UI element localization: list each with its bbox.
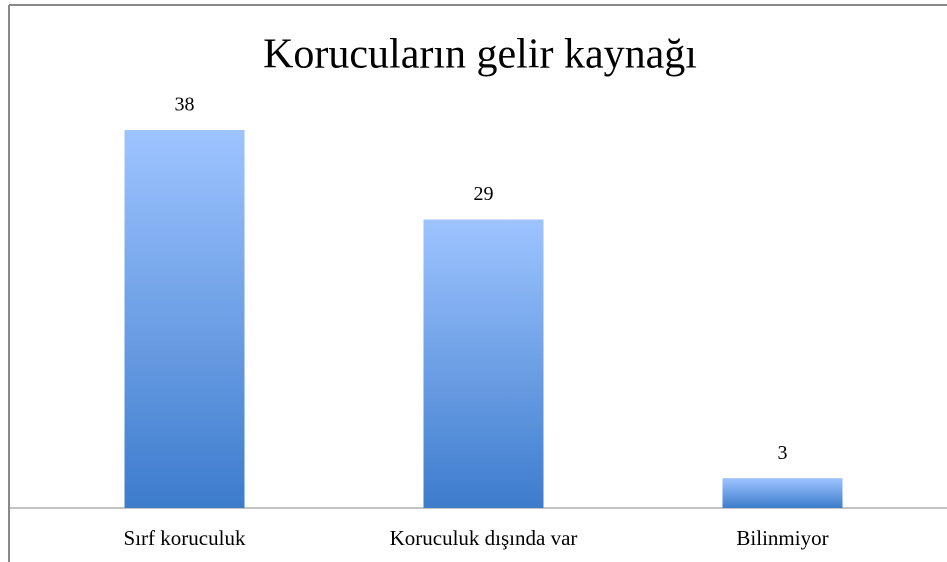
bar <box>423 219 544 509</box>
data-label: 29 <box>474 183 494 205</box>
data-label: 3 <box>778 442 788 464</box>
x-tick-label: Bilinmiyor <box>736 526 828 550</box>
data-label: 38 <box>175 94 195 116</box>
bar <box>124 130 245 508</box>
x-tick-label: Koruculuk dışında var <box>390 526 578 550</box>
chart-title: Korucuların gelir kaynağı <box>263 32 697 78</box>
bar <box>722 478 843 508</box>
x-tick-label: Sırf koruculuk <box>124 526 246 550</box>
